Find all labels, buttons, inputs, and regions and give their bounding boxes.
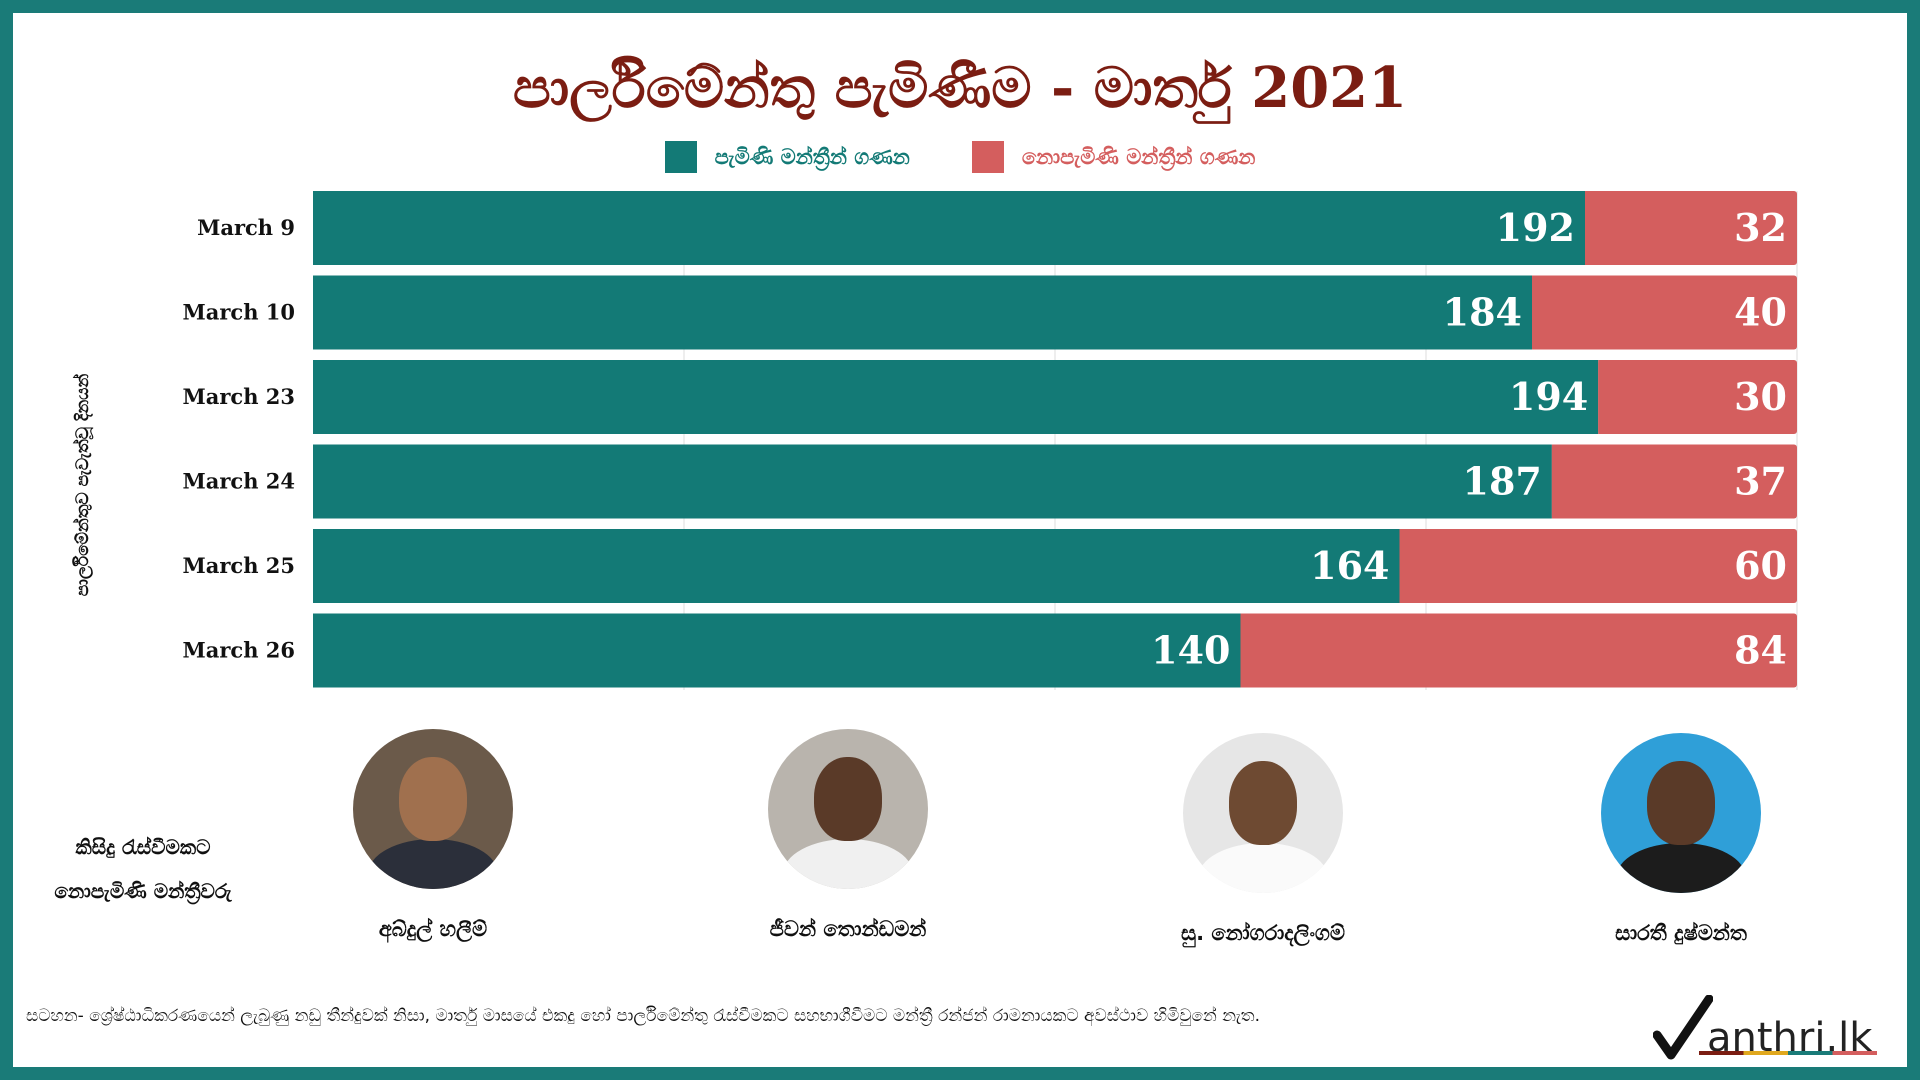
bar-absent-joint (1585, 191, 1591, 265)
absentee-card: ජීවන් තොන්ඩමන් (728, 729, 968, 942)
data-label-present: 187 (1463, 459, 1542, 504)
legend-item-present: පැමිණි මන්ත්‍රීන් ගණන (664, 141, 910, 173)
data-label-absent: 40 (1734, 290, 1787, 335)
bar-absent (1551, 444, 1797, 519)
absentees-label-line1: කිසිදු රැස්වීමකට (75, 835, 211, 859)
legend-label-absent: නොපැමිණි මන්ත්‍රීන් ගණන (1021, 144, 1256, 169)
bar-absent (1532, 275, 1797, 350)
logo-underline (1699, 1051, 1877, 1055)
bar-absent-joint (1598, 360, 1605, 434)
tick-label: March 9 (197, 215, 295, 240)
bar-present (313, 275, 1532, 350)
data-label-absent: 37 (1734, 459, 1787, 504)
data-label-present: 140 (1151, 628, 1230, 673)
bar-present (313, 613, 1241, 688)
data-label-present: 194 (1509, 374, 1588, 419)
tick-label: March 10 (182, 300, 295, 325)
absentee-name: ජීවන් තොන්ඩමන් (769, 917, 927, 941)
bar-present (313, 191, 1585, 265)
legend-item-absent: නොපැමිණි මන්ත්‍රීන් ගණන (971, 141, 1256, 173)
bar-absent (1240, 613, 1797, 688)
bar-absent-joint (1532, 275, 1538, 350)
absentees-label: කිසිදු රැස්වීමකට නොපැමිණි මන්ත්‍රීවරු (53, 825, 233, 913)
brand-logo[interactable]: anthri.lk (1653, 991, 1893, 1061)
avatar-head (1229, 761, 1297, 845)
legend-swatch-present (664, 141, 697, 173)
person-photo-icon (768, 729, 928, 889)
bar-absent (1399, 529, 1797, 603)
data-label-absent: 84 (1734, 628, 1787, 673)
avatar-body (368, 839, 498, 889)
avatar-body (1616, 843, 1746, 893)
legend-label-present: පැමිණි මන්ත්‍රීන් ගණන (714, 144, 910, 169)
chart-title: පාර්ලිමේන්තු පැමිණීම - මාර්තු 2021 (512, 55, 1408, 121)
tick-label: March 23 (182, 384, 295, 409)
bar-present (313, 444, 1552, 519)
data-label-present: 164 (1310, 543, 1389, 588)
checkmark-m-icon (1653, 995, 1713, 1060)
avatar-body (1198, 843, 1328, 893)
data-label-present: 184 (1443, 290, 1522, 335)
person-photo-icon (1183, 733, 1343, 893)
bar-absent-joint (1240, 613, 1247, 688)
absentee-name: සු. නෝගරාදලිංගම් (1180, 921, 1346, 945)
bar-absent-joint (1551, 444, 1558, 519)
bar-present (313, 360, 1599, 434)
absentee-name: සාරතී දුෂ්මන්ත (1615, 921, 1747, 945)
avatar-body (783, 839, 913, 889)
tick-label: March 25 (182, 553, 295, 578)
infographic-card: පාර්ලිමේන්තු පැමිණීම - මාර්තු 2021 පැමිණ… (13, 13, 1907, 1067)
bar-absent (1585, 191, 1797, 265)
bar-absent (1598, 360, 1797, 434)
person-photo-icon (353, 729, 513, 889)
absentee-card: අබ්දුල් හලීම් (313, 729, 553, 942)
person-photo-icon (1601, 733, 1761, 893)
data-label-present: 192 (1496, 205, 1575, 250)
tick-label: March 26 (182, 638, 295, 663)
absentees-label-line2: නොපැමිණි මන්ත්‍රීවරු (54, 879, 232, 903)
data-label-absent: 32 (1734, 205, 1787, 250)
footnote: සටහන- ශ්‍රේෂ්ඨාධිකරණයෙන් ලැබුණු නඩු තීන්… (26, 1006, 1261, 1026)
avatar-head (399, 757, 467, 841)
avatar-head (1647, 761, 1715, 845)
avatar-head (814, 757, 882, 841)
attendance-chart: March 9 192 32 March 10 184 40 March 23 194 30 Ma… (182, 191, 1798, 690)
absentee-card: සාරතී දුෂ්මන්ත (1561, 733, 1801, 946)
tick-label: March 24 (182, 469, 295, 494)
bar-absent-joint (1399, 529, 1406, 603)
data-label-absent: 30 (1734, 374, 1787, 419)
absentee-name: අබ්දුල් හලීම් (378, 917, 488, 941)
data-label-absent: 60 (1734, 543, 1787, 588)
legend: පැමිණි මන්ත්‍රීන් ගණන නොපැමිණි මන්ත්‍රීන… (13, 141, 1907, 173)
bar-present (313, 529, 1400, 603)
absentee-card: සු. නෝගරාදලිංගම් (1143, 733, 1383, 946)
legend-swatch-absent (971, 141, 1004, 173)
